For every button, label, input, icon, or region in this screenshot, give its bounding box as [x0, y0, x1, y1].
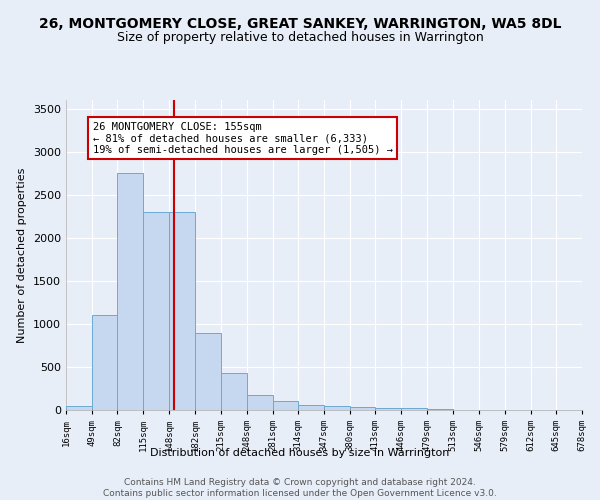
Bar [169, 212, 196, 410]
Text: Distribution of detached houses by size in Warrington: Distribution of detached houses by size … [151, 448, 449, 458]
Bar [247, 395, 272, 410]
Bar [298, 405, 324, 410]
Bar [272, 402, 298, 410]
Y-axis label: Number of detached properties: Number of detached properties [17, 168, 28, 342]
Bar [401, 408, 427, 410]
Bar [66, 406, 92, 410]
Bar [324, 406, 350, 410]
Bar [427, 409, 454, 410]
Bar [92, 316, 118, 410]
Text: 26 MONTGOMERY CLOSE: 155sqm
← 81% of detached houses are smaller (6,333)
19% of : 26 MONTGOMERY CLOSE: 155sqm ← 81% of det… [92, 122, 392, 154]
Bar [118, 173, 143, 410]
Bar [221, 373, 247, 410]
Text: 26, MONTGOMERY CLOSE, GREAT SANKEY, WARRINGTON, WA5 8DL: 26, MONTGOMERY CLOSE, GREAT SANKEY, WARR… [39, 18, 561, 32]
Bar [376, 408, 401, 410]
Text: Contains HM Land Registry data © Crown copyright and database right 2024.
Contai: Contains HM Land Registry data © Crown c… [103, 478, 497, 498]
Bar [350, 407, 376, 410]
Text: Size of property relative to detached houses in Warrington: Size of property relative to detached ho… [116, 31, 484, 44]
Bar [143, 212, 169, 410]
Bar [196, 332, 221, 410]
